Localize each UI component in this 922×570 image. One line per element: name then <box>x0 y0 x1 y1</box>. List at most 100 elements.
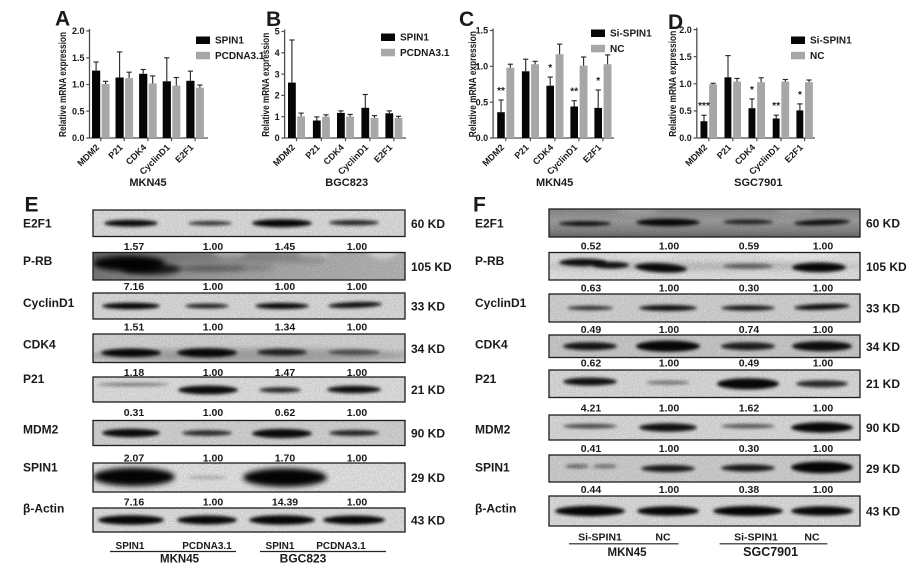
svg-text:0.49: 0.49 <box>581 324 602 336</box>
svg-text:0.62: 0.62 <box>581 358 602 370</box>
svg-text:***: *** <box>698 101 710 112</box>
svg-text:21 KD: 21 KD <box>411 383 445 397</box>
svg-text:1.00: 1.00 <box>203 367 224 379</box>
svg-text:1.51: 1.51 <box>124 322 145 334</box>
svg-text:Si-SPIN1: Si-SPIN1 <box>578 532 622 544</box>
svg-text:Relative mRNA expression: Relative mRNA expression <box>668 31 679 137</box>
svg-text:0.31: 0.31 <box>124 407 145 419</box>
svg-text:E2F1: E2F1 <box>23 217 52 231</box>
svg-text:1.00: 1.00 <box>659 403 680 415</box>
svg-text:SPIN1: SPIN1 <box>215 36 244 47</box>
svg-text:0.0: 0.0 <box>476 133 489 143</box>
svg-text:4: 4 <box>275 48 280 58</box>
svg-text:5: 5 <box>275 27 280 37</box>
svg-text:CDK4: CDK4 <box>23 338 56 352</box>
svg-text:CyclinD1: CyclinD1 <box>23 296 75 310</box>
svg-text:PCDNA3.1: PCDNA3.1 <box>400 48 450 59</box>
svg-text:0.38: 0.38 <box>739 484 760 496</box>
svg-text:β-Actin: β-Actin <box>23 502 64 516</box>
svg-text:1.00: 1.00 <box>203 322 224 334</box>
svg-text:43 KD: 43 KD <box>866 505 900 519</box>
svg-text:1.00: 1.00 <box>347 322 368 334</box>
svg-text:Relative mRNA expression: Relative mRNA expression <box>261 33 272 137</box>
svg-text:β-Actin: β-Actin <box>475 502 516 516</box>
svg-text:1.34: 1.34 <box>275 322 296 334</box>
svg-text:0.30: 0.30 <box>739 283 760 295</box>
svg-text:1.00: 1.00 <box>659 443 680 455</box>
svg-text:0.30: 0.30 <box>739 443 760 455</box>
svg-text:SPIN1: SPIN1 <box>266 541 295 552</box>
svg-text:MDM2: MDM2 <box>23 423 59 437</box>
svg-text:P-RB: P-RB <box>23 254 53 268</box>
svg-text:SGC7901: SGC7901 <box>743 545 798 559</box>
svg-text:MKN45: MKN45 <box>160 554 200 566</box>
svg-text:MKN45: MKN45 <box>536 177 573 189</box>
svg-text:29 KD: 29 KD <box>411 471 445 485</box>
svg-text:1.18: 1.18 <box>124 367 145 379</box>
svg-text:PCDNA3.1: PCDNA3.1 <box>215 51 265 62</box>
svg-text:PCDNA3.1: PCDNA3.1 <box>316 541 366 552</box>
svg-text:1.00: 1.00 <box>275 281 296 293</box>
svg-text:34 KD: 34 KD <box>866 340 900 354</box>
svg-text:SPIN1: SPIN1 <box>400 33 429 44</box>
svg-text:E2F1: E2F1 <box>475 217 504 231</box>
svg-text:7.16: 7.16 <box>124 497 145 509</box>
svg-text:2.0: 2.0 <box>72 26 85 36</box>
svg-text:21 KD: 21 KD <box>866 377 900 391</box>
svg-text:D: D <box>668 11 683 34</box>
svg-text:1.00: 1.00 <box>203 241 224 253</box>
svg-text:NC: NC <box>655 532 671 544</box>
svg-text:0.5: 0.5 <box>679 106 692 116</box>
svg-text:1.00: 1.00 <box>347 407 368 419</box>
svg-text:NC: NC <box>610 44 624 55</box>
svg-text:2.07: 2.07 <box>124 453 145 465</box>
svg-text:*: * <box>548 63 552 74</box>
svg-text:NC: NC <box>804 532 820 544</box>
svg-text:P21: P21 <box>23 372 45 386</box>
svg-text:SPIN1: SPIN1 <box>23 461 58 475</box>
svg-text:1.00: 1.00 <box>813 358 834 370</box>
svg-text:CDK4: CDK4 <box>475 338 508 352</box>
svg-text:3: 3 <box>275 69 280 79</box>
svg-text:33 KD: 33 KD <box>866 302 900 316</box>
svg-text:1.00: 1.00 <box>813 484 834 496</box>
svg-text:1.00: 1.00 <box>813 241 834 253</box>
svg-text:1.00: 1.00 <box>347 453 368 465</box>
svg-text:0.0: 0.0 <box>72 133 85 143</box>
svg-text:BGC823: BGC823 <box>325 177 368 189</box>
svg-text:29 KD: 29 KD <box>866 462 900 476</box>
svg-text:1.00: 1.00 <box>203 453 224 465</box>
svg-text:SPIN1: SPIN1 <box>116 541 145 552</box>
svg-text:0.5: 0.5 <box>72 107 85 117</box>
svg-text:1.70: 1.70 <box>275 453 296 465</box>
svg-text:P-RB: P-RB <box>475 254 505 268</box>
svg-text:0.52: 0.52 <box>581 241 602 253</box>
svg-text:B: B <box>266 8 281 31</box>
svg-text:1.62: 1.62 <box>739 403 760 415</box>
svg-text:105 KD: 105 KD <box>866 260 907 274</box>
svg-text:SGC7901: SGC7901 <box>734 177 782 189</box>
svg-text:1.5: 1.5 <box>476 26 489 36</box>
svg-text:1.0: 1.0 <box>679 79 692 89</box>
svg-text:1.47: 1.47 <box>275 367 296 379</box>
svg-text:Si-SPIN1: Si-SPIN1 <box>610 29 652 40</box>
svg-text:E: E <box>25 194 39 217</box>
svg-text:1.0: 1.0 <box>72 80 85 90</box>
svg-text:**: ** <box>772 101 780 112</box>
svg-text:Si-SPIN1: Si-SPIN1 <box>810 36 852 47</box>
svg-text:4.21: 4.21 <box>581 403 602 415</box>
svg-text:PCDNA3.1: PCDNA3.1 <box>182 541 232 552</box>
svg-text:1.00: 1.00 <box>659 241 680 253</box>
svg-text:Relative mRNA expression: Relative mRNA expression <box>58 32 69 137</box>
svg-text:1.45: 1.45 <box>275 241 296 253</box>
svg-text:0.49: 0.49 <box>739 358 760 370</box>
svg-text:MKN45: MKN45 <box>129 177 166 189</box>
svg-text:Relative mRNA expression: Relative mRNA expression <box>468 31 479 137</box>
svg-text:0.0: 0.0 <box>679 133 692 143</box>
svg-text:90 KD: 90 KD <box>866 421 900 435</box>
svg-text:**: ** <box>570 87 578 98</box>
svg-text:14.39: 14.39 <box>272 497 298 509</box>
svg-text:1.00: 1.00 <box>659 324 680 336</box>
svg-text:*: * <box>798 90 802 101</box>
svg-text:NC: NC <box>810 51 824 62</box>
